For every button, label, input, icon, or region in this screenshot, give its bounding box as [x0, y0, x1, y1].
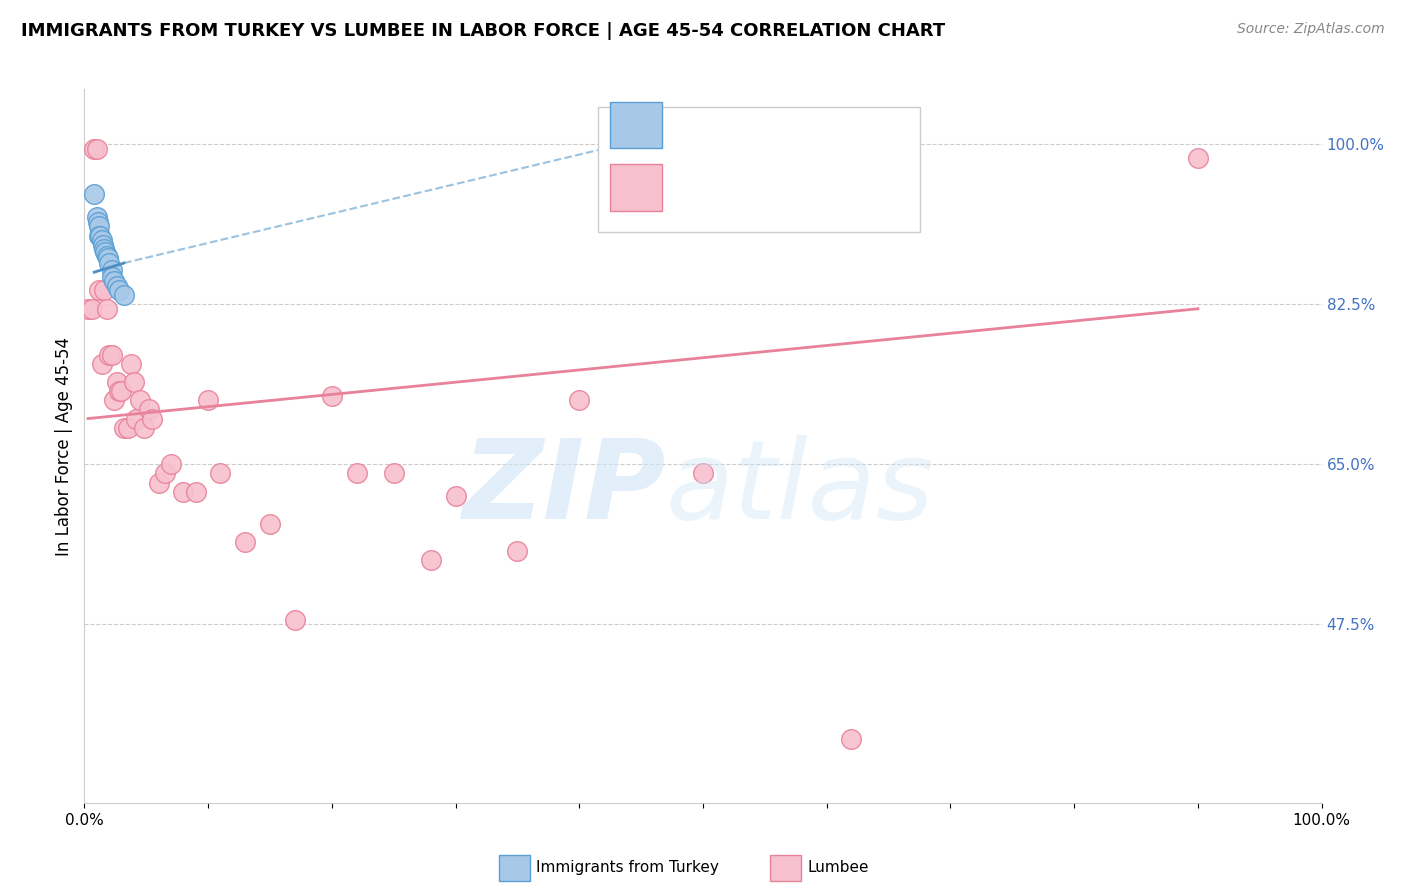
- Point: [112, 420, 135, 434]
- Text: atlas: atlas: [666, 435, 935, 542]
- Point: [108, 384, 131, 398]
- Point: [153, 467, 176, 481]
- Point: [93, 242, 115, 256]
- Point: [148, 475, 170, 490]
- Point: [103, 274, 125, 288]
- Y-axis label: In Labor Force | Age 45-54: In Labor Force | Age 45-54: [55, 336, 73, 556]
- Point: [98, 347, 121, 361]
- Point: [382, 467, 405, 481]
- Point: [841, 731, 863, 746]
- Point: [86, 142, 108, 156]
- Point: [90, 357, 112, 371]
- Text: ZIP: ZIP: [463, 435, 666, 542]
- Point: [86, 211, 108, 225]
- Point: [105, 279, 128, 293]
- Point: [132, 420, 155, 434]
- Point: [94, 245, 117, 260]
- Bar: [610, 102, 662, 148]
- Point: [87, 215, 110, 229]
- Point: [209, 467, 232, 481]
- Point: [125, 411, 148, 425]
- Text: IMMIGRANTS FROM TURKEY VS LUMBEE IN LABOR FORCE | AGE 45-54 CORRELATION CHART: IMMIGRANTS FROM TURKEY VS LUMBEE IN LABO…: [21, 22, 945, 40]
- Text: R =: R =: [678, 180, 717, 198]
- Point: [129, 393, 152, 408]
- Point: [108, 284, 131, 298]
- Point: [89, 228, 111, 243]
- Point: [346, 467, 368, 481]
- Point: [120, 357, 142, 371]
- Point: [96, 249, 118, 263]
- Point: [89, 219, 111, 234]
- Point: [233, 535, 256, 549]
- Point: [112, 288, 135, 302]
- Text: N =: N =: [808, 118, 848, 136]
- Text: Lumbee: Lumbee: [807, 861, 869, 875]
- Point: [100, 347, 122, 361]
- Point: [692, 467, 714, 481]
- Bar: [610, 164, 662, 211]
- Text: Immigrants from Turkey: Immigrants from Turkey: [536, 861, 718, 875]
- Point: [259, 516, 281, 531]
- Point: [110, 384, 132, 398]
- Point: [568, 393, 591, 408]
- Point: [197, 393, 219, 408]
- Point: [506, 544, 529, 558]
- Text: N =: N =: [808, 180, 848, 198]
- Point: [77, 301, 100, 316]
- Text: 0.165: 0.165: [734, 118, 790, 136]
- Point: [321, 389, 343, 403]
- Text: R =: R =: [678, 118, 717, 136]
- FancyBboxPatch shape: [598, 107, 920, 232]
- Point: [141, 411, 163, 425]
- Point: [172, 484, 194, 499]
- Point: [89, 228, 111, 243]
- Text: 0.126: 0.126: [734, 180, 790, 198]
- Point: [100, 269, 122, 284]
- Point: [83, 187, 105, 202]
- Point: [284, 613, 307, 627]
- Point: [138, 402, 160, 417]
- Point: [89, 284, 111, 298]
- Text: Source: ZipAtlas.com: Source: ZipAtlas.com: [1237, 22, 1385, 37]
- Point: [80, 301, 103, 316]
- Point: [160, 458, 183, 472]
- Point: [93, 284, 115, 298]
- Point: [184, 484, 207, 499]
- Point: [91, 237, 114, 252]
- Text: 43: 43: [862, 180, 886, 198]
- Point: [97, 252, 120, 266]
- Point: [103, 393, 125, 408]
- Point: [419, 553, 441, 567]
- Point: [100, 263, 122, 277]
- Point: [90, 233, 112, 247]
- Point: [122, 375, 145, 389]
- Point: [96, 301, 118, 316]
- Point: [98, 256, 121, 270]
- Text: 19: 19: [862, 118, 886, 136]
- Point: [1187, 151, 1209, 165]
- Point: [444, 489, 467, 503]
- Point: [117, 420, 139, 434]
- Point: [83, 142, 105, 156]
- Point: [105, 375, 128, 389]
